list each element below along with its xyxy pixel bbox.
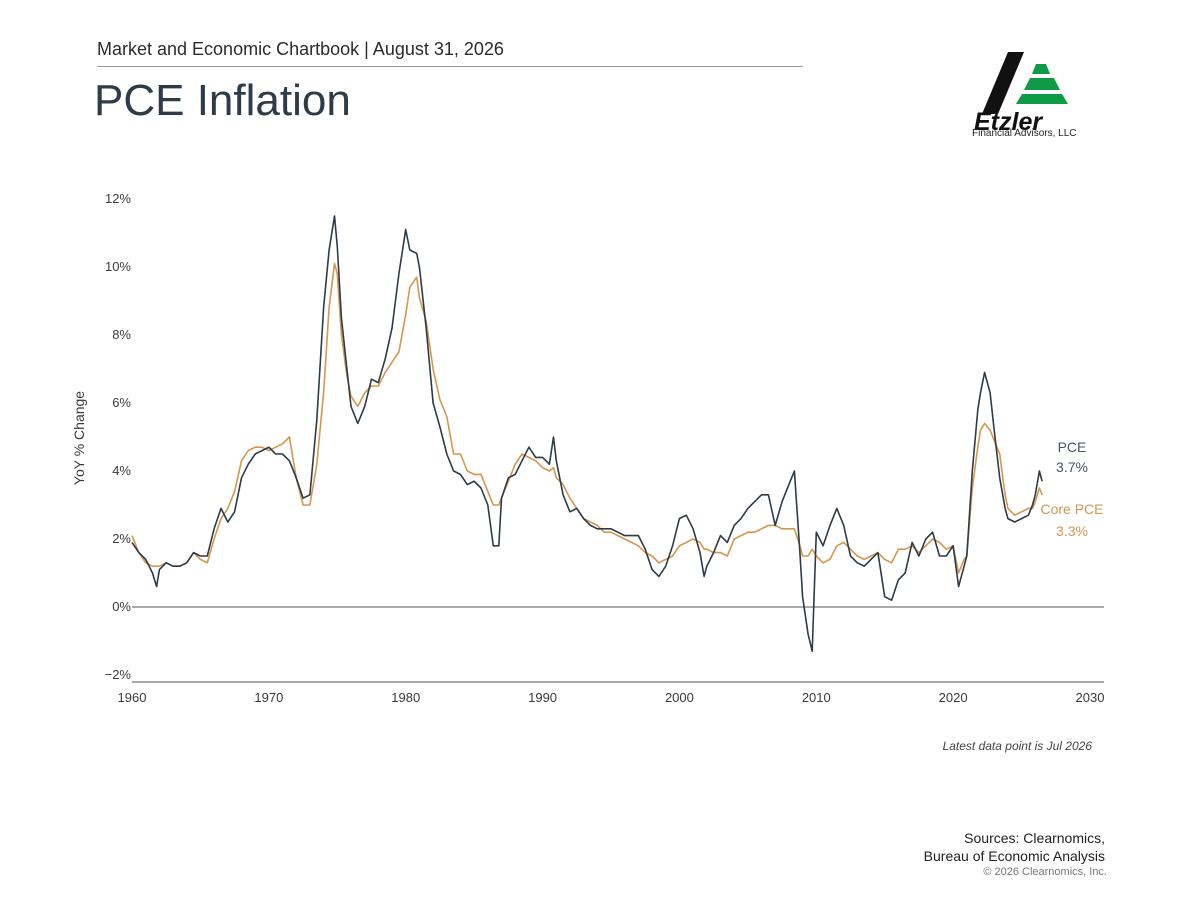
pce-series-line bbox=[131, 215, 1043, 652]
x-tick-label: 1960 bbox=[118, 690, 147, 705]
header-divider bbox=[97, 66, 803, 67]
y-tick-label: 10% bbox=[105, 259, 131, 274]
x-tick-label: 1990 bbox=[528, 690, 557, 705]
x-tick-label: 2020 bbox=[939, 690, 968, 705]
logo-wordmark: Etzler bbox=[974, 108, 1043, 136]
sources-line-1: Sources: Clearnomics, bbox=[964, 830, 1105, 846]
core-pce-series-value: 3.3% bbox=[1056, 523, 1088, 539]
y-tick-label: 12% bbox=[105, 191, 131, 206]
x-tick-label: 1970 bbox=[254, 690, 283, 705]
core-pce-series-name: Core PCE bbox=[1040, 501, 1103, 517]
y-tick-label: 6% bbox=[112, 395, 131, 410]
core-pce-series-line bbox=[131, 262, 1043, 574]
y-tick-label: 8% bbox=[112, 327, 131, 342]
y-tick-label: −2% bbox=[105, 667, 132, 682]
y-tick-label: 0% bbox=[112, 599, 131, 614]
y-tick-label: 4% bbox=[112, 463, 131, 478]
y-axis-label: YoY % Change bbox=[71, 391, 87, 485]
pce-series-value: 3.7% bbox=[1056, 459, 1088, 475]
x-tick-label: 1980 bbox=[391, 690, 420, 705]
sources-line-2: Bureau of Economic Analysis bbox=[923, 848, 1105, 864]
page-title: PCE Inflation bbox=[94, 76, 351, 125]
chartbook-header: Market and Economic Chartbook | August 3… bbox=[97, 38, 803, 67]
x-tick-label: 2030 bbox=[1076, 690, 1105, 705]
copyright-note: © 2026 Clearnomics, Inc. bbox=[983, 866, 1107, 878]
logo-tagline: Financial Advisors, LLC bbox=[972, 128, 1077, 139]
etzler-logo-icon: Etzler bbox=[974, 52, 1068, 136]
x-tick-label: 2010 bbox=[802, 690, 831, 705]
y-tick-label: 2% bbox=[112, 531, 131, 546]
chartbook-subtitle: Market and Economic Chartbook | August 3… bbox=[97, 39, 504, 59]
x-tick-label: 2000 bbox=[665, 690, 694, 705]
sources-note: Sources: Clearnomics, Bureau of Economic… bbox=[924, 829, 1105, 865]
pce-series-name: PCE bbox=[1058, 439, 1087, 455]
latest-data-footnote: Latest data point is Jul 2026 bbox=[942, 739, 1092, 753]
